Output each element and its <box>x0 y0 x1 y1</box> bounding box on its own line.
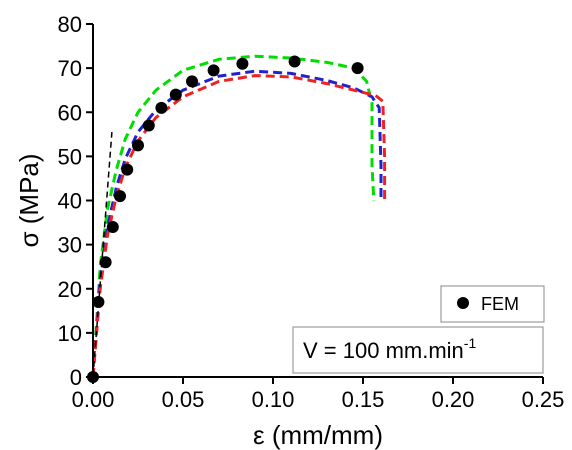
fem-data-point <box>114 190 126 203</box>
legend-marker-fem <box>457 297 469 309</box>
y-tick-label: 60 <box>58 100 82 125</box>
x-axis-label: ε (mm/mm) <box>253 420 383 450</box>
fem-data-point <box>92 295 105 308</box>
fem-points <box>87 55 364 383</box>
y-tick-label: 10 <box>58 321 82 346</box>
annotation-text: V = 100 mm.min-1 <box>303 335 476 363</box>
fem-data-point <box>99 256 112 269</box>
annotation-frame <box>292 326 544 374</box>
axis-ticks: 0.00 0.05 0.10 0.15 0.20 0.25 0 10 20 30 40 50 60 70 8… <box>58 12 565 412</box>
series-lines <box>91 54 387 378</box>
fem-data-point <box>169 88 182 101</box>
fem-data-point <box>132 139 144 152</box>
fem-data-point <box>106 220 119 233</box>
x-tick-label: 0.25 <box>522 387 565 412</box>
fem-data-point <box>186 75 198 88</box>
x-tick-label: 0.10 <box>252 387 295 412</box>
y-tick-label: 80 <box>58 12 82 37</box>
fem-data-point <box>121 163 134 176</box>
y-tick-label: 30 <box>58 233 82 258</box>
fem-data-point <box>236 57 249 70</box>
y-tick-label: 20 <box>58 277 82 302</box>
y-tick-label: 70 <box>58 56 82 81</box>
series-line-2 <box>91 69 383 378</box>
series-line-1 <box>91 54 376 378</box>
fem-data-point <box>142 119 155 132</box>
y-axis-label: σ (MPa) <box>14 153 44 247</box>
fem-data-point <box>155 101 168 114</box>
velocity-annotation: V = 100 mm.min-1 <box>292 326 544 374</box>
x-tick-label: 0.05 <box>162 387 205 412</box>
series-line-4 <box>92 132 113 378</box>
series-line-3 <box>91 74 387 378</box>
fem-data-point <box>207 64 220 77</box>
y-tick-label: 40 <box>58 189 82 214</box>
legend-label-fem: FEM <box>481 294 519 314</box>
annotation-superscript: -1 <box>464 335 477 351</box>
y-tick-label: 0 <box>70 365 82 390</box>
fem-data-point <box>351 62 364 75</box>
legend-box: FEM <box>440 285 545 323</box>
x-tick-label: 0.00 <box>72 387 115 412</box>
annotation-prefix: V = 100 mm.min <box>303 338 464 363</box>
y-tick-label: 50 <box>58 144 82 169</box>
fem-data-point <box>288 55 301 68</box>
x-tick-label: 0.20 <box>432 387 475 412</box>
x-tick-label: 0.15 <box>342 387 385 412</box>
